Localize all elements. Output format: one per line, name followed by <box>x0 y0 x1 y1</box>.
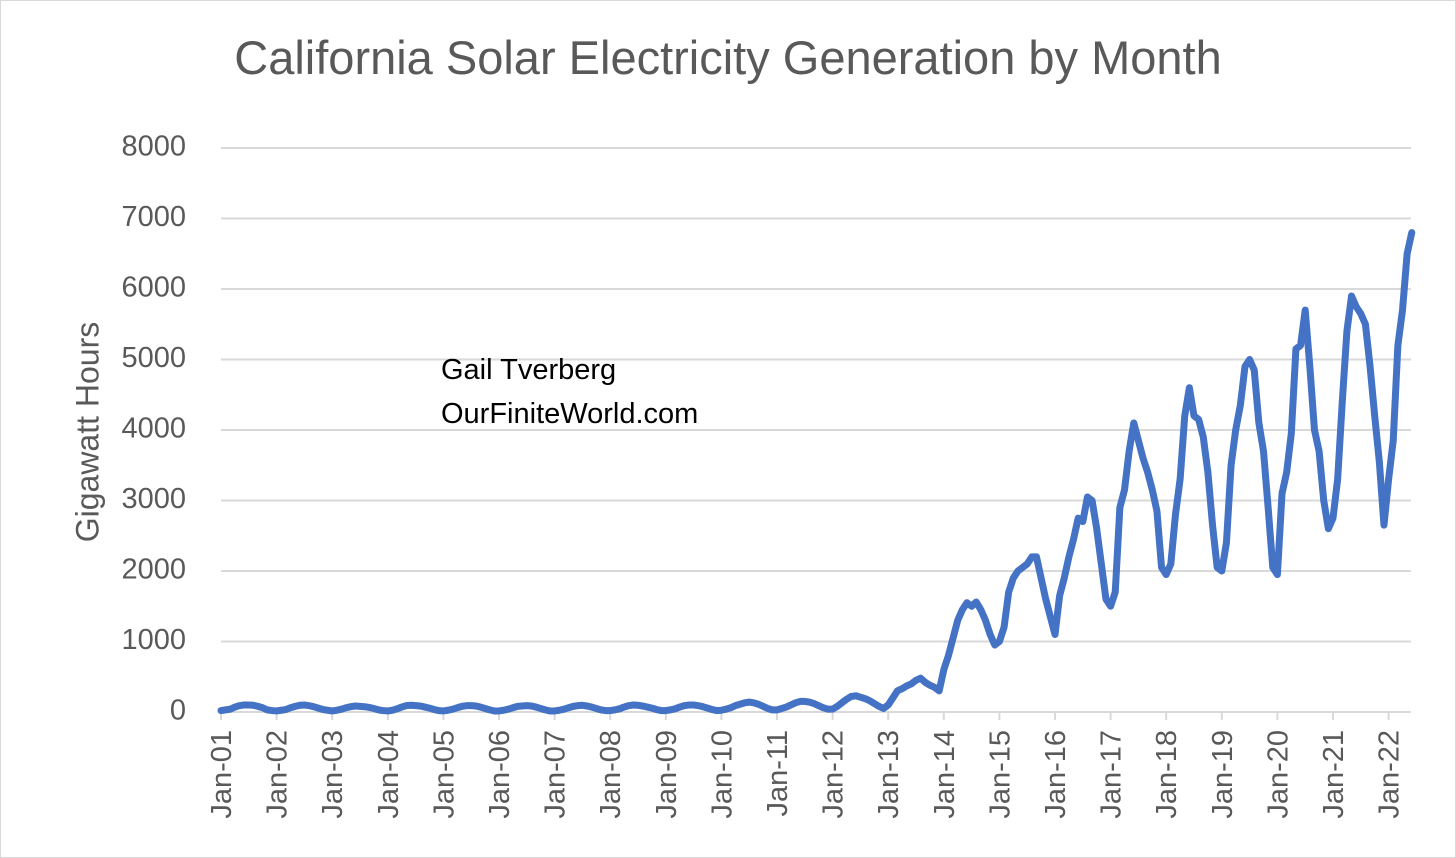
x-tick-label: Jan-15 <box>984 730 1016 819</box>
x-tick-label: Jan-11 <box>762 730 794 817</box>
y-tick-label: 2000 <box>121 554 186 586</box>
y-tick-label: 7000 <box>121 201 186 233</box>
x-tick-label: Jan-09 <box>651 730 683 819</box>
x-tick-label: Jan-16 <box>1040 730 1072 819</box>
x-tick-label: Jan-08 <box>595 730 627 819</box>
x-tick-label: Jan-19 <box>1207 730 1239 819</box>
y-tick-label: 1000 <box>121 624 186 656</box>
x-tick-label: Jan-05 <box>428 730 460 819</box>
chart-title: California Solar Electricity Generation … <box>234 31 1222 84</box>
website-annotation: OurFiniteWorld.com <box>441 398 699 430</box>
y-axis-label: Gigawatt Hours <box>69 322 105 543</box>
x-tick-label: Jan-02 <box>262 730 294 819</box>
x-tick-label: Jan-14 <box>929 730 961 819</box>
author-annotation: Gail Tverberg <box>441 354 617 386</box>
x-tick-label: Jan-04 <box>373 730 405 819</box>
series-line <box>217 229 1416 715</box>
x-tick-label: Jan-17 <box>1096 730 1128 819</box>
x-tick-label: Jan-07 <box>540 730 572 819</box>
x-tick-label: Jan-12 <box>818 730 850 819</box>
y-tick-label: 3000 <box>121 483 186 515</box>
x-tick-label: Jan-03 <box>317 730 349 819</box>
x-tick-label: Jan-10 <box>706 730 738 819</box>
x-tick-label: Jan-21 <box>1318 730 1350 819</box>
x-tick-label: Jan-20 <box>1262 730 1294 819</box>
y-tick-label: 4000 <box>121 413 186 445</box>
x-tick-label: Jan-01 <box>206 730 238 819</box>
y-tick-label: 5000 <box>121 342 186 374</box>
x-tick-label: Jan-06 <box>484 730 516 819</box>
y-tick-label: 8000 <box>121 131 186 163</box>
y-tick-label: 0 <box>170 695 186 727</box>
y-tick-label: 6000 <box>121 272 186 304</box>
x-tick-label: Jan-18 <box>1151 730 1183 819</box>
x-tick-label: Jan-13 <box>873 730 905 819</box>
x-tick-label: Jan-22 <box>1374 730 1406 819</box>
